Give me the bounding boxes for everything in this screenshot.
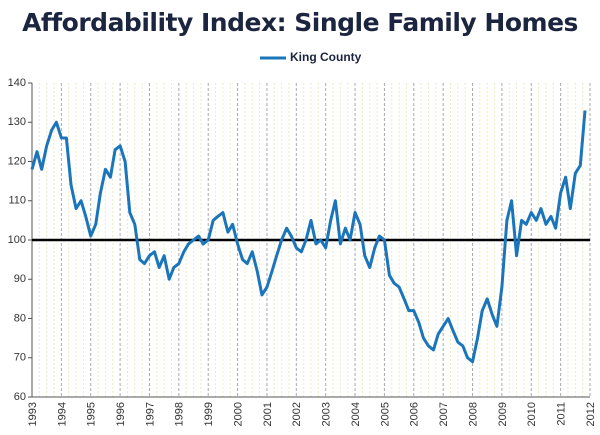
y-tick-label: 120 [8, 155, 26, 167]
x-tick-label: 1996 [115, 402, 127, 426]
x-tick-label: 2011 [556, 402, 568, 426]
x-tick-label: 2005 [379, 402, 391, 426]
x-tick-label: 1993 [27, 402, 39, 426]
y-tick-label: 100 [8, 234, 26, 246]
x-tick-label: 1998 [174, 402, 186, 426]
x-tick-label: 2006 [409, 402, 421, 426]
y-tick-label: 80 [14, 312, 26, 324]
y-tick-label: 70 [14, 352, 26, 364]
x-tick-label: 2008 [467, 402, 479, 426]
legend-label: King County [290, 50, 362, 64]
x-tick-label: 2010 [526, 402, 538, 426]
x-tick-label: 2009 [497, 402, 509, 426]
x-tick-label: 2001 [262, 402, 274, 426]
x-tick-label: 2002 [291, 402, 303, 426]
x-tick-label: 1999 [203, 402, 215, 426]
x-tick-label: 2004 [350, 402, 362, 426]
x-tick-label: 1995 [86, 402, 98, 426]
chart-title: Affordability Index: Single Family Homes [22, 8, 578, 37]
y-tick-label: 90 [14, 273, 26, 285]
y-tick-label: 140 [8, 77, 26, 89]
y-tick-label: 60 [14, 391, 26, 403]
y-tick-label: 130 [8, 116, 26, 128]
x-tick-label: 2007 [438, 402, 450, 426]
x-tick-label: 2000 [232, 402, 244, 426]
x-tick-label: 2003 [321, 402, 333, 426]
y-tick-label: 110 [8, 195, 26, 207]
data-line [30, 110, 587, 364]
x-tick-label: 2012 [585, 402, 597, 426]
x-tick-label: 1997 [144, 402, 156, 426]
x-tick-label: 1994 [56, 402, 68, 426]
